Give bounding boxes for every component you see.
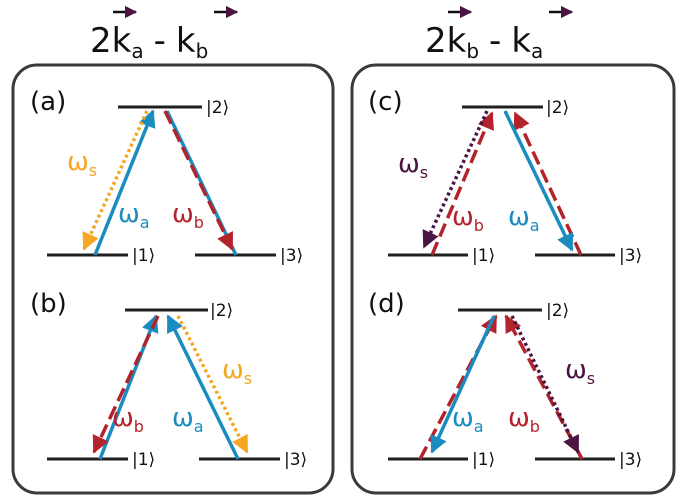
- svg-text:2ka-kb: 2ka - kb: [90, 21, 208, 63]
- omega-a-label: ωa: [172, 403, 204, 436]
- right-frame: [350, 63, 676, 495]
- omega-s-label: ωs: [565, 355, 595, 388]
- panel-b-label: (b): [30, 289, 67, 319]
- omega-a-label: ωa: [118, 199, 150, 232]
- omega-b-label: ωb: [112, 403, 144, 436]
- omega-s-arrow: [176, 315, 249, 454]
- omega-s-label: ωs: [222, 355, 252, 388]
- panel-a-label: (a): [30, 87, 66, 117]
- header-right: 2kb - ka: [425, 5, 574, 63]
- left-frame: [11, 63, 335, 495]
- omega-s-arrow: [510, 315, 580, 454]
- level-3-label: |3⟩: [280, 246, 303, 266]
- omega-a-arrow: [430, 315, 496, 454]
- omega-a-arrow: [503, 110, 574, 252]
- omega-b-arrow: [163, 110, 234, 251]
- omega-b-label: ωb: [508, 403, 540, 436]
- panel-b: (b) |2⟩ |1⟩ |3⟩ ωs ωb ωa: [30, 289, 307, 470]
- level-1-label: |1⟩: [472, 450, 495, 470]
- panel-d-label: (d): [368, 289, 405, 319]
- omega-b-arrow-2: [513, 111, 583, 256]
- omega-s-label: ωs: [398, 149, 428, 182]
- level-3-label: |3⟩: [284, 450, 307, 470]
- level-1-label: |1⟩: [132, 246, 155, 266]
- omega-s-label: ωs: [67, 147, 97, 180]
- omega-b-arrow: [92, 315, 160, 454]
- omega-s-arrow: [82, 110, 149, 251]
- omega-a-arrow: [93, 109, 156, 256]
- level-1-label: |1⟩: [472, 246, 495, 266]
- omega-a-arrow-2: [166, 314, 240, 460]
- panel-d: (d) |2⟩ |1⟩ |3⟩ ωs ωa ωb: [368, 289, 642, 470]
- svg-text:2kb-ka: 2kb - ka: [425, 21, 543, 63]
- omega-b-arrow-1: [430, 111, 494, 256]
- omega-b-label: ωb: [452, 202, 484, 235]
- level-3-label: |3⟩: [619, 246, 642, 266]
- omega-b-label: ωb: [172, 199, 204, 232]
- omega-a-label: ωa: [508, 202, 540, 235]
- header-left: 2ka - kb: [90, 5, 239, 63]
- level-1-label: |1⟩: [132, 450, 155, 470]
- level-2-label: |2⟩: [206, 98, 229, 118]
- omega-s-arrow: [422, 110, 489, 249]
- level-3-label: |3⟩: [619, 450, 642, 470]
- omega-a-label: ωa: [452, 403, 484, 436]
- panel-a: (a) |2⟩ |1⟩ |3⟩ ωs ωa ωb: [30, 87, 303, 266]
- level-2-label: |2⟩: [546, 301, 569, 321]
- panel-c: (c) |2⟩ |1⟩ |3⟩ ωs ωb ωa: [368, 87, 642, 266]
- level-2-label: |2⟩: [546, 98, 569, 118]
- panel-c-label: (c): [368, 87, 403, 117]
- level-2-label: |2⟩: [210, 301, 233, 321]
